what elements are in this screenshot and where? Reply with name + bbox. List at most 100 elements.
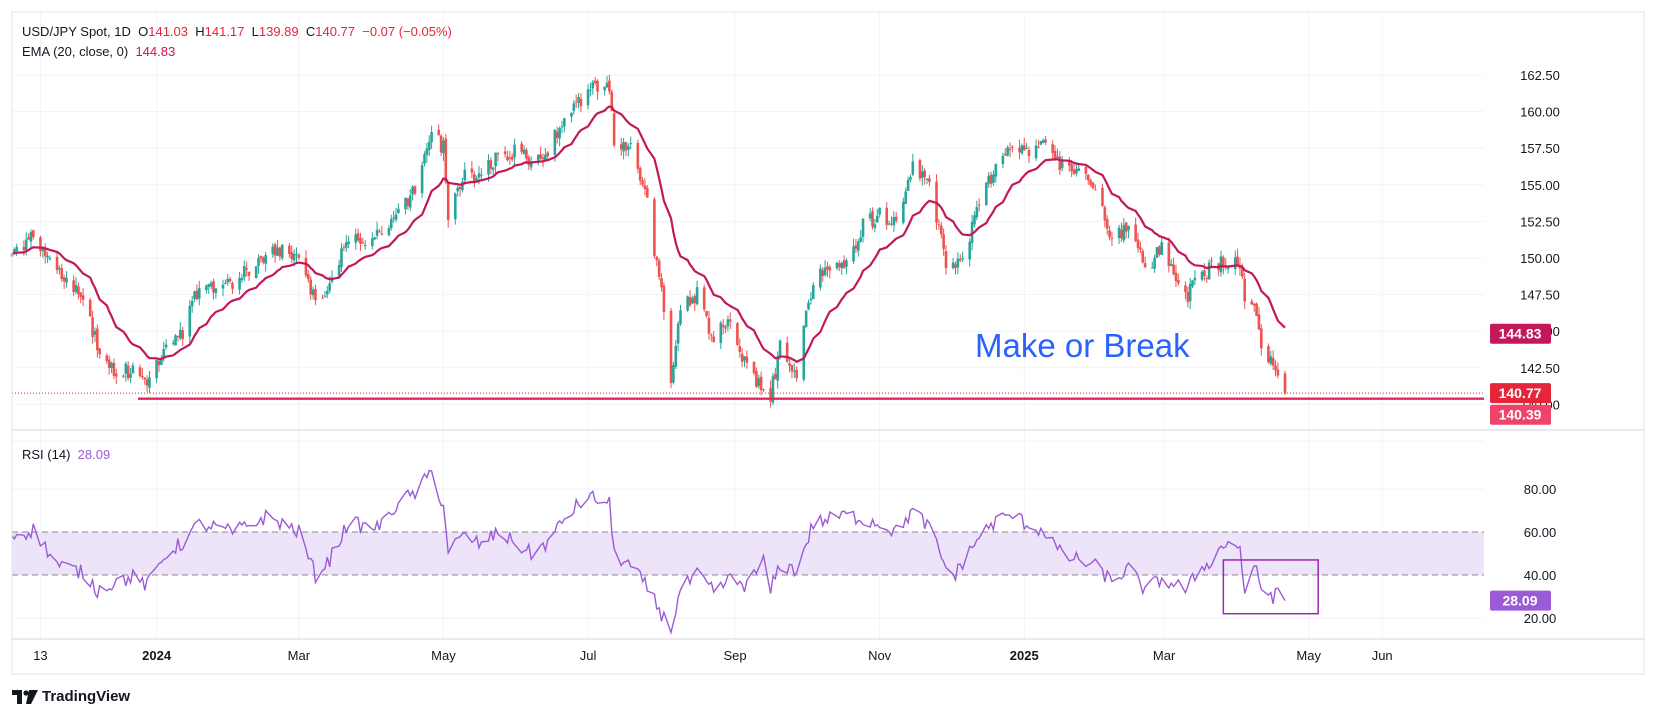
candle[interactable] — [148, 371, 151, 394]
candle[interactable] — [1018, 139, 1021, 160]
candle[interactable] — [32, 229, 35, 240]
candle[interactable] — [653, 196, 656, 259]
candle[interactable] — [942, 228, 945, 256]
candle[interactable] — [46, 251, 49, 264]
candle[interactable] — [674, 339, 678, 370]
candle[interactable] — [231, 281, 234, 294]
candle[interactable] — [513, 138, 516, 166]
candle[interactable] — [444, 134, 448, 185]
candle[interactable] — [1276, 362, 1280, 379]
candle[interactable] — [1153, 254, 1156, 273]
candle[interactable] — [1184, 281, 1187, 300]
candle[interactable] — [74, 277, 78, 295]
candle[interactable] — [228, 276, 232, 284]
candle[interactable] — [790, 364, 794, 379]
candle[interactable] — [961, 251, 964, 262]
candle[interactable] — [624, 141, 628, 156]
candle[interactable] — [821, 267, 825, 282]
candle[interactable] — [491, 167, 495, 176]
candle[interactable] — [453, 192, 457, 225]
candle[interactable] — [155, 359, 158, 384]
candle[interactable] — [510, 153, 514, 162]
candle[interactable] — [1086, 174, 1090, 185]
candle[interactable] — [1252, 303, 1256, 312]
candle[interactable] — [1084, 163, 1088, 180]
candle[interactable] — [968, 238, 972, 267]
candle[interactable] — [1108, 225, 1111, 241]
candle[interactable] — [164, 339, 168, 350]
candle[interactable] — [852, 238, 855, 265]
candle[interactable] — [643, 177, 647, 196]
candle[interactable] — [525, 147, 528, 164]
candle[interactable] — [885, 202, 889, 230]
candle[interactable] — [918, 158, 922, 182]
candle[interactable] — [205, 284, 208, 294]
candle[interactable] — [807, 299, 810, 311]
candle[interactable] — [29, 229, 33, 249]
candle[interactable] — [1267, 343, 1270, 364]
candle[interactable] — [1219, 250, 1223, 277]
candle[interactable] — [577, 93, 580, 109]
candle[interactable] — [387, 225, 391, 237]
candle[interactable] — [1274, 360, 1277, 377]
candle[interactable] — [423, 151, 426, 167]
candle[interactable] — [430, 125, 433, 149]
candle[interactable] — [373, 236, 376, 241]
candle[interactable] — [738, 338, 742, 358]
candle[interactable] — [994, 163, 998, 183]
candle[interactable] — [904, 187, 908, 205]
candle[interactable] — [257, 254, 260, 274]
candle[interactable] — [480, 168, 483, 181]
candle[interactable] — [555, 126, 559, 144]
candle[interactable] — [389, 214, 393, 231]
candle[interactable] — [823, 260, 827, 277]
candle[interactable] — [321, 294, 324, 299]
candle[interactable] — [707, 310, 711, 340]
candle[interactable] — [247, 271, 251, 281]
candle[interactable] — [176, 335, 180, 342]
candle[interactable] — [835, 261, 839, 271]
candle[interactable] — [413, 185, 417, 196]
candle[interactable] — [878, 207, 881, 218]
candle[interactable] — [676, 320, 680, 352]
candle[interactable] — [404, 197, 407, 215]
candle[interactable] — [131, 362, 135, 374]
candle[interactable] — [361, 237, 365, 245]
candle[interactable] — [475, 175, 478, 181]
candle[interactable] — [802, 325, 806, 382]
candle[interactable] — [646, 185, 649, 198]
candle[interactable] — [1020, 143, 1024, 155]
candle[interactable] — [1094, 184, 1097, 191]
candle[interactable] — [520, 140, 523, 155]
candle[interactable] — [55, 250, 59, 274]
candle[interactable] — [1210, 257, 1213, 268]
candle[interactable] — [736, 322, 739, 346]
candle[interactable] — [721, 318, 725, 335]
candle[interactable] — [638, 166, 642, 186]
candle[interactable] — [939, 221, 943, 239]
candle[interactable] — [193, 290, 196, 303]
candle[interactable] — [695, 280, 699, 306]
candle[interactable] — [489, 157, 493, 175]
candle[interactable] — [563, 118, 566, 133]
candle[interactable] — [226, 273, 230, 286]
candle[interactable] — [622, 137, 625, 160]
candle[interactable] — [1103, 205, 1107, 228]
candle[interactable] — [679, 304, 682, 326]
candle[interactable] — [1172, 257, 1175, 276]
candle[interactable] — [740, 348, 744, 368]
candle[interactable] — [81, 288, 85, 306]
candle[interactable] — [207, 283, 211, 294]
candle[interactable] — [788, 356, 791, 373]
candle[interactable] — [214, 288, 218, 299]
candle[interactable] — [757, 374, 761, 389]
candle[interactable] — [427, 135, 431, 157]
candle[interactable] — [496, 151, 500, 162]
candle[interactable] — [596, 79, 599, 100]
candle[interactable] — [923, 168, 926, 185]
candle[interactable] — [238, 271, 241, 295]
candle[interactable] — [356, 228, 360, 243]
candle[interactable] — [280, 244, 284, 261]
ema-legend[interactable]: EMA (20, close, 0) 144.83 — [22, 44, 175, 59]
